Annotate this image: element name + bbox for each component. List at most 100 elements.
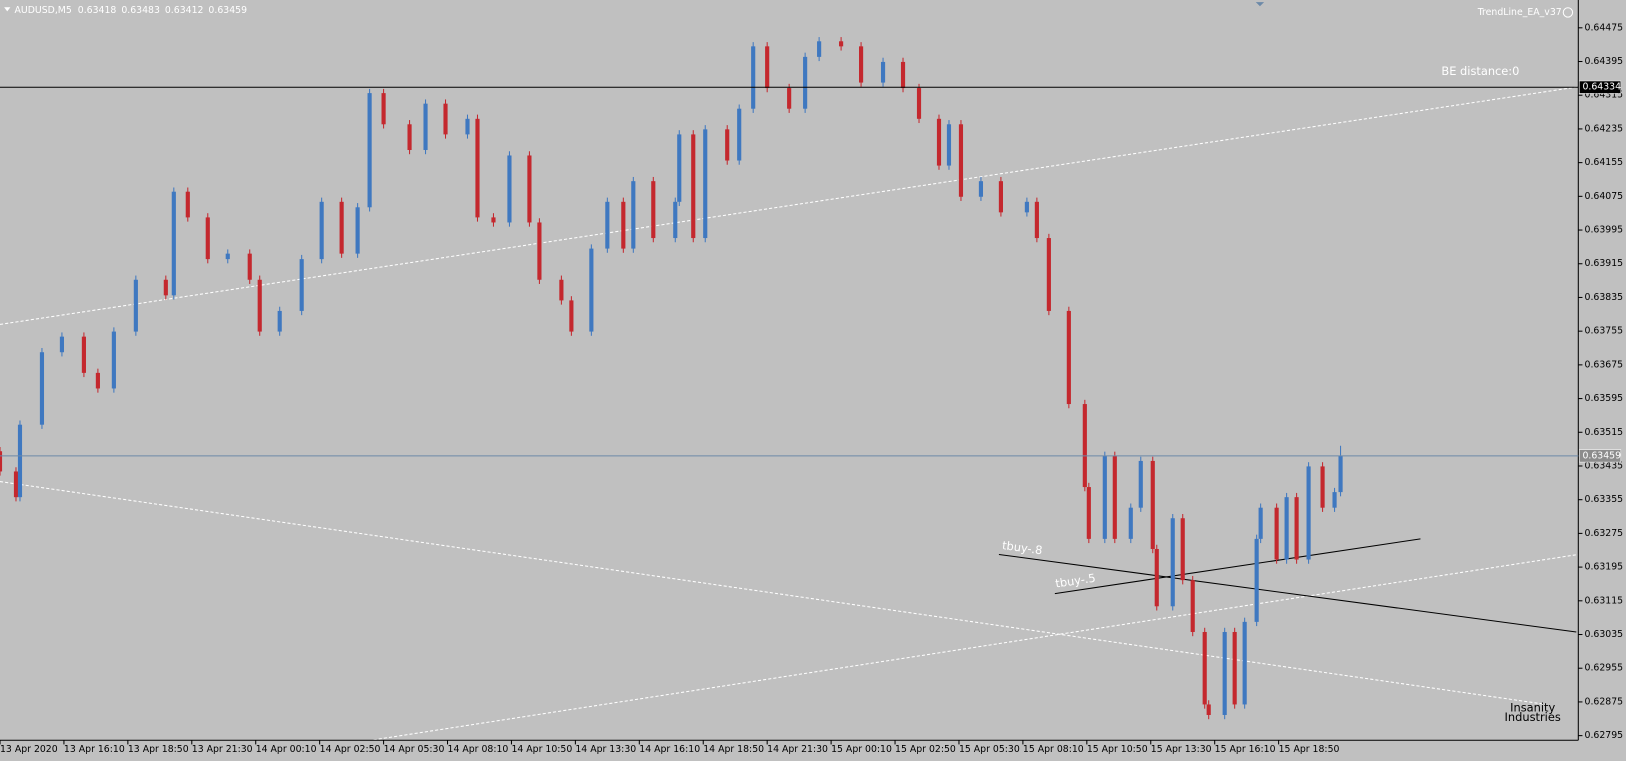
x-tick-label: 14 Apr 21:30 (767, 744, 828, 755)
candle-body (367, 93, 372, 208)
candle-body (958, 124, 964, 197)
candle-body (1338, 455, 1343, 493)
shift-marker[interactable] (1255, 2, 1265, 7)
x-tick-label: 14 Apr 02:50 (320, 744, 381, 755)
x-tick-label: 15 Apr 13:30 (1151, 744, 1212, 755)
y-tick-label: 0.63195 (1585, 562, 1624, 573)
x-tick-label: 14 Apr 08:10 (448, 744, 509, 755)
candle-body (443, 103, 448, 135)
candle-body (39, 352, 45, 425)
candle-body (559, 279, 564, 301)
x-tick-label: 13 Apr 18:50 (128, 744, 189, 755)
candle-body (319, 201, 324, 260)
candle-body (527, 155, 532, 223)
candle-body (998, 181, 1003, 213)
y-tick-label: 0.63435 (1585, 460, 1624, 471)
y-tick-label: 0.63515 (1585, 427, 1624, 438)
candle-body (1150, 460, 1155, 549)
candle-body (691, 134, 696, 239)
y-tick-label: 0.63755 (1585, 326, 1624, 337)
x-tick-label: 13 Apr 2020 (0, 744, 58, 755)
plot-area: tbuy-.8 tbuy-.5 (0, 37, 1579, 741)
candle-body (81, 336, 86, 373)
x-tick-label: 14 Apr 10:50 (511, 744, 572, 755)
candle-body (1112, 455, 1117, 539)
candle-body (185, 191, 190, 218)
y-tick-label: 0.64075 (1585, 191, 1624, 202)
x-tick-label: 15 Apr 10:50 (1087, 744, 1148, 755)
trendline (0, 481, 1547, 705)
price-label: 0.63459 (1582, 450, 1621, 461)
candle-body (839, 41, 844, 47)
candle-body (1274, 507, 1279, 560)
y-tick-label: 0.63355 (1585, 494, 1624, 505)
header-price: 0.63459 (208, 5, 247, 16)
x-tick-label: 14 Apr 13:30 (575, 744, 636, 755)
x-tick-label: 15 Apr 16:10 (1215, 744, 1276, 755)
menu-arrow[interactable] (4, 7, 11, 12)
candle-body (1284, 497, 1289, 560)
candle-body (1082, 404, 1087, 488)
y-tick-label: 0.64155 (1585, 157, 1624, 168)
symbol: AUDUSD,M5 (15, 5, 72, 16)
be-distance: BE distance:0 (1441, 64, 1519, 78)
candle-body (17, 424, 23, 498)
candle-body (1222, 631, 1227, 715)
candle-body (133, 279, 138, 332)
candle-body (1102, 455, 1107, 539)
x-tick-label: 14 Apr 05:30 (384, 744, 445, 755)
candle-body (673, 201, 678, 239)
candle-body (1258, 507, 1263, 539)
y-tick-label: 0.62795 (1585, 730, 1624, 741)
y-tick-label: 0.63995 (1585, 225, 1624, 236)
y-tick-label: 0.63115 (1585, 595, 1624, 606)
candle-body (1232, 631, 1237, 705)
candle-body (491, 217, 496, 223)
smiley-icon (1562, 7, 1574, 18)
candle-body (163, 279, 168, 296)
candle-body (817, 41, 822, 57)
candle-body (1190, 580, 1195, 632)
candle-body (355, 207, 360, 254)
x-tick-label: 15 Apr 02:50 (895, 744, 956, 755)
y-tick-label: 0.64395 (1585, 56, 1624, 67)
candle-body (0, 451, 3, 472)
price-label-box (1579, 80, 1622, 94)
y-tick-label: 0.63595 (1585, 393, 1624, 404)
y-tick-label: 0.63035 (1585, 629, 1624, 640)
trendline (0, 86, 1579, 325)
candle-body (1206, 704, 1211, 715)
x-tick-label: 15 Apr 00:10 (831, 744, 892, 755)
x-tick-label: 14 Apr 16:10 (639, 744, 700, 755)
y-tick-label: 0.63675 (1585, 359, 1624, 370)
x-tick-label: 13 Apr 21:30 (192, 744, 253, 755)
candle-body (95, 372, 100, 389)
candle-body (978, 181, 984, 197)
candle-body (537, 222, 542, 280)
y-tick-label: 0.62955 (1585, 663, 1624, 674)
x-tick-label: 13 Apr 16:10 (64, 744, 125, 755)
candle-body (900, 61, 906, 89)
y-tick-label: 0.64315 (1585, 90, 1624, 101)
indicator-name: TrendLine_EA_v37 (1477, 7, 1562, 18)
x-tick-label: 14 Apr 00:10 (256, 744, 317, 755)
price-label-box (1579, 449, 1622, 463)
candle-body (59, 336, 65, 353)
candle-body (916, 88, 922, 119)
y-tick-label: 0.64235 (1585, 123, 1624, 134)
candle-body (423, 103, 428, 150)
candle-body (880, 61, 886, 83)
candle-body (1294, 497, 1299, 560)
candle-body (277, 310, 282, 332)
candle-body (1024, 201, 1029, 213)
candle-body (1138, 460, 1143, 508)
candle-body (1242, 621, 1247, 705)
candle-body (858, 46, 864, 83)
candle-body (621, 201, 626, 249)
y-tick-label: 0.63275 (1585, 528, 1624, 539)
candle-body (1046, 238, 1051, 311)
candle-body (407, 124, 412, 150)
x-tick-label: 14 Apr 18:50 (703, 744, 764, 755)
